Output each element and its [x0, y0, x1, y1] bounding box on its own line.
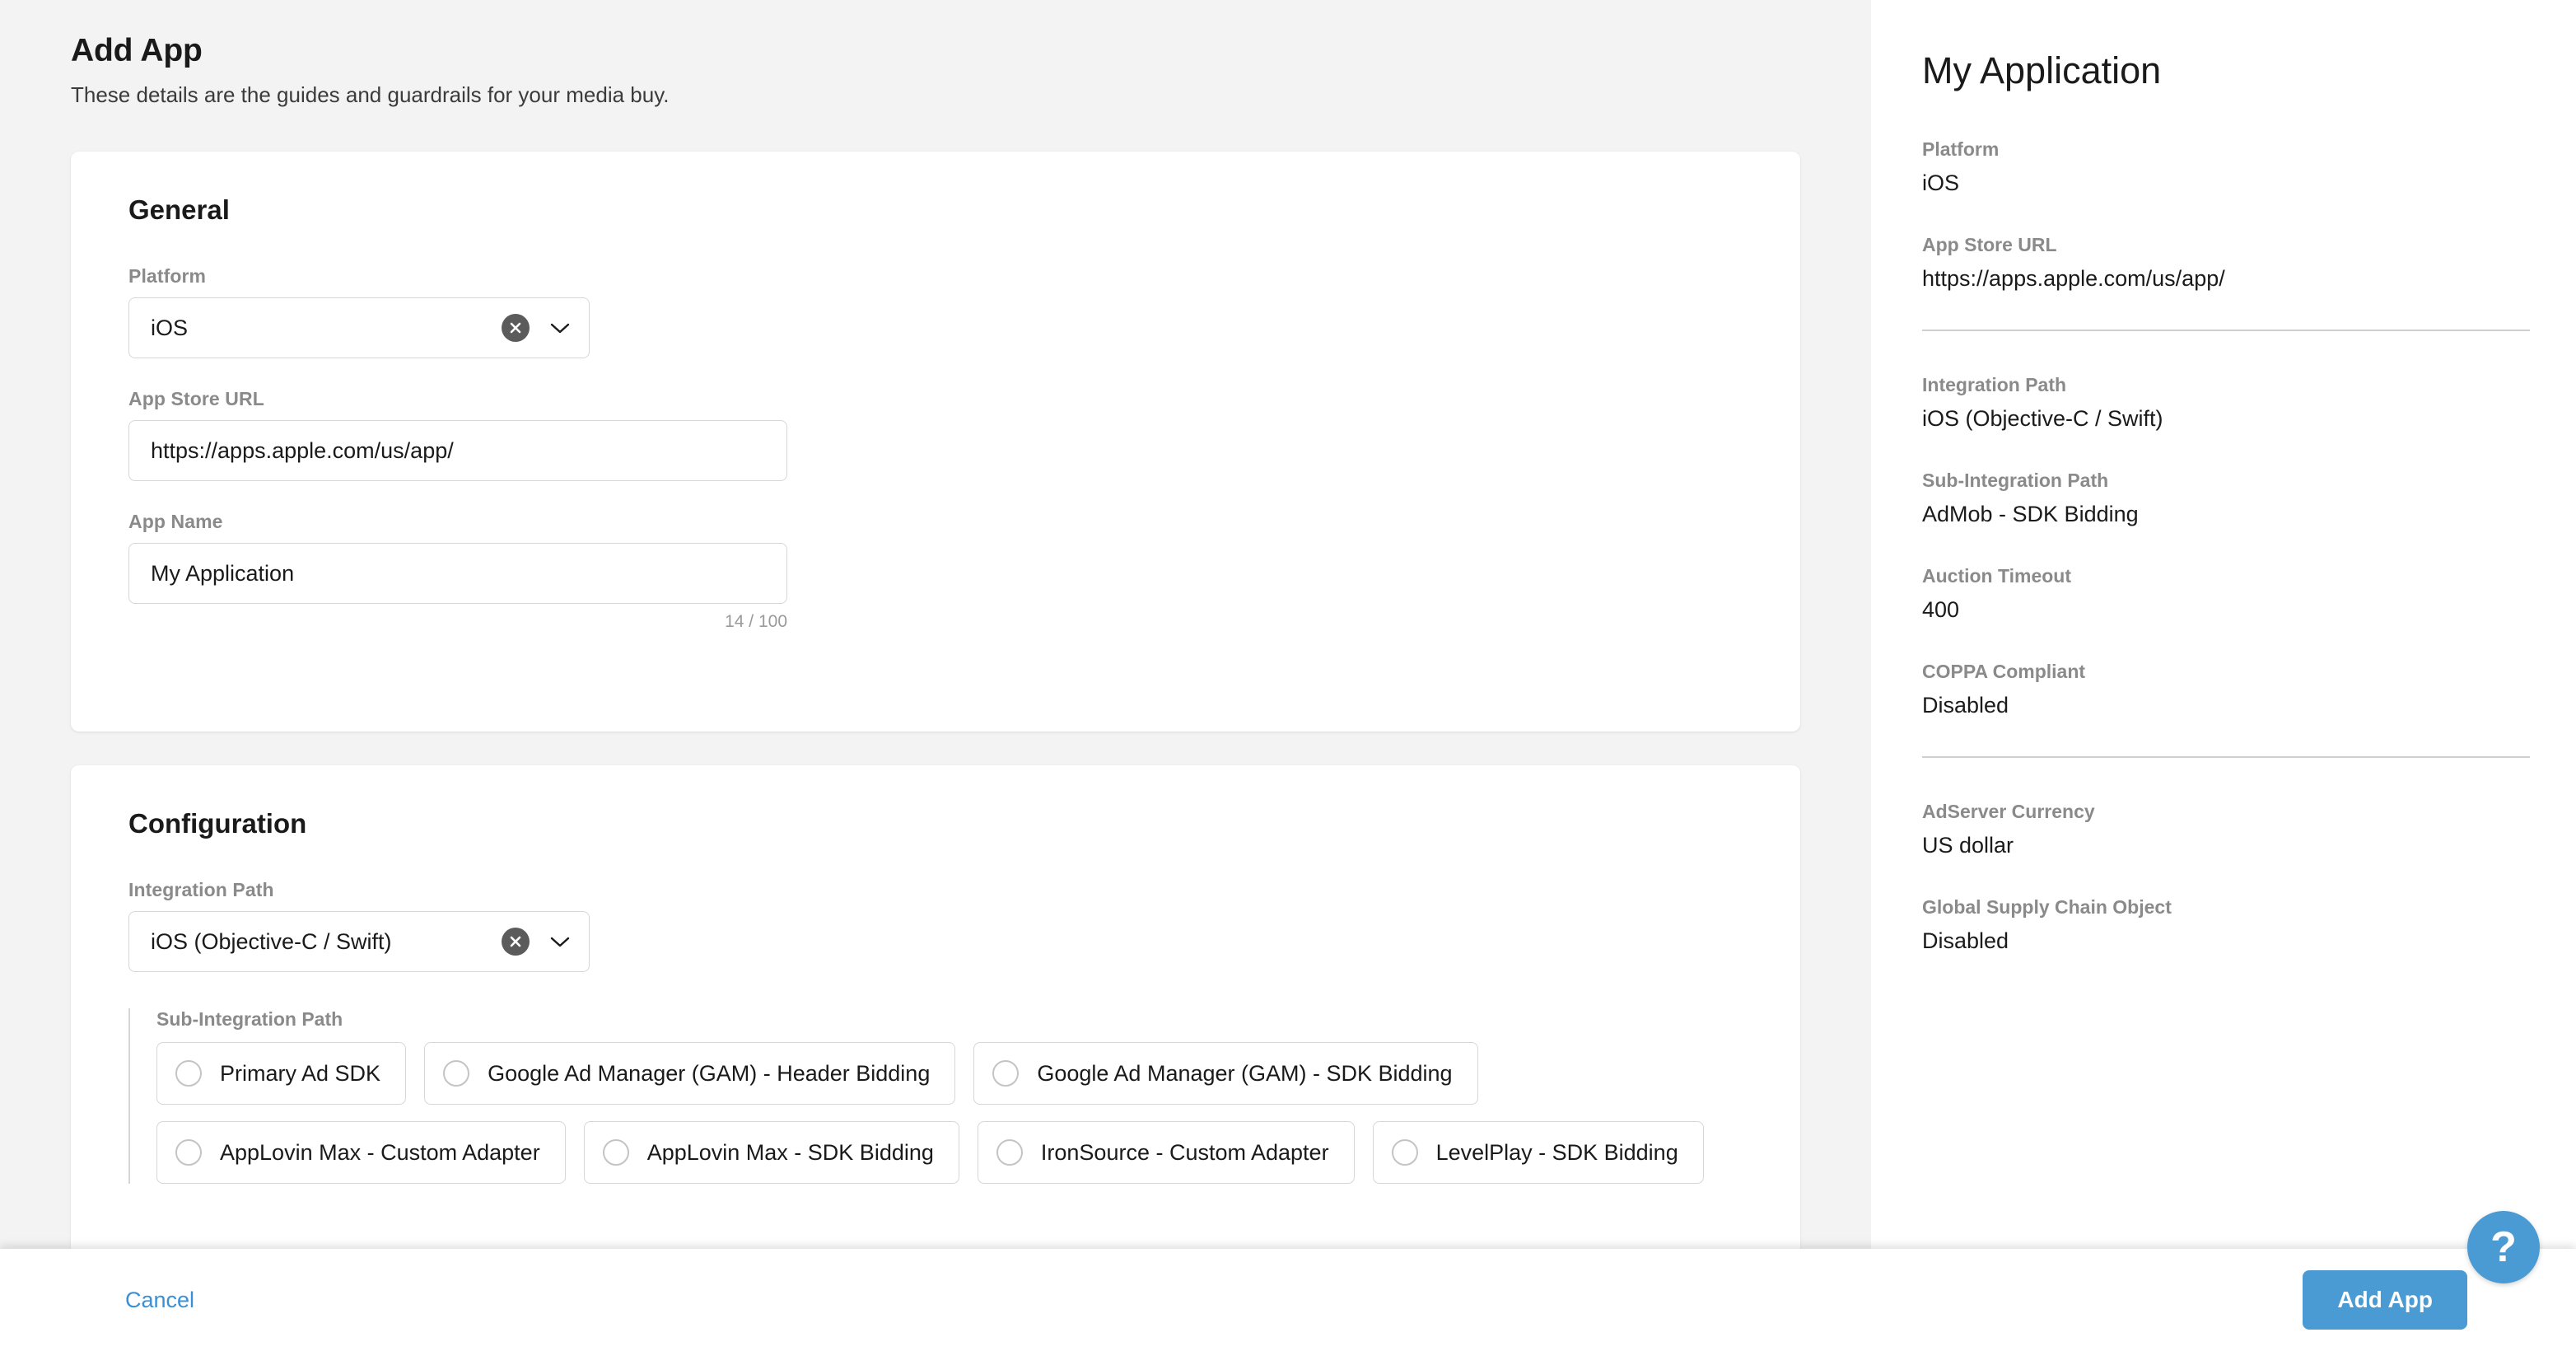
sub-integration-path-group: Sub-Integration Path Primary Ad SDK Googl…	[128, 1008, 1743, 1184]
app-store-url-input[interactable]	[128, 420, 787, 481]
summary-item-key: Platform	[1922, 138, 2000, 160]
summary-divider	[1922, 756, 2530, 758]
radio-circle-icon[interactable]	[996, 1139, 1023, 1166]
summary-item: AdServer Currency US dollar	[1922, 801, 2530, 858]
radio-circle-icon[interactable]	[602, 1139, 629, 1166]
app-store-url-field: App Store URL	[128, 388, 1743, 481]
sub-integration-option[interactable]: LevelPlay - SDK Bidding	[1372, 1121, 1704, 1184]
question-mark-icon[interactable]: ?	[2467, 1211, 2540, 1283]
summary-groups: Platform iOS App Store URL https://apps.app…	[1922, 138, 2530, 954]
sub-integration-path-options: Primary Ad SDK Google Ad Manager (GAM) - …	[156, 1042, 1743, 1184]
summary-panel: My Application Platform iOS App Store URL h…	[1871, 0, 2576, 1249]
sub-integration-option[interactable]: IronSource - Custom Adapter	[977, 1121, 1355, 1184]
radio-circle-icon[interactable]	[443, 1060, 470, 1087]
summary-item: COPPA Compliant Disabled	[1922, 661, 2530, 718]
summary-item-value: https://apps.apple.com/us/app/	[1922, 266, 2225, 291]
general-section-title: General	[128, 194, 230, 225]
form-column: Add App These details are the guides and…	[0, 0, 1871, 1249]
sub-integration-option[interactable]: Google Ad Manager (GAM) - SDK Bidding	[973, 1042, 1478, 1105]
clear-circle-icon[interactable]	[502, 314, 530, 342]
sub-integration-option-label: Google Ad Manager (GAM) - SDK Bidding	[1037, 1060, 1453, 1086]
integration-path-select[interactable]: iOS (Objective-C / Swift)	[128, 911, 590, 972]
app-name-label: App Name	[128, 511, 223, 532]
summary-item-value: AdMob - SDK Bidding	[1922, 502, 2139, 526]
sub-integration-option-label: IronSource - Custom Adapter	[1040, 1139, 1329, 1165]
sub-integration-option-label: AppLovin Max - Custom Adapter	[220, 1139, 540, 1165]
radio-circle-icon[interactable]	[175, 1139, 202, 1166]
integration-path-value: iOS (Objective-C / Swift)	[151, 928, 392, 954]
chevron-down-icon[interactable]	[548, 316, 572, 340]
radio-circle-icon[interactable]	[1391, 1139, 1418, 1166]
page-title: Add App	[71, 33, 203, 68]
configuration-section-title: Configuration	[128, 808, 307, 839]
footer-action-bar: Cancel Add App	[0, 1249, 2576, 1351]
radio-row: AppLovin Max - Custom Adapter AppLovin Ma…	[156, 1121, 1743, 1184]
summary-item-value: Disabled	[1922, 693, 2009, 718]
radio-circle-icon[interactable]	[175, 1060, 202, 1087]
page-header: Add App These details are the guides and…	[0, 0, 1871, 108]
integration-path-field: Integration Path iOS (Objective-C / Swif…	[128, 879, 1743, 972]
clear-circle-icon[interactable]	[502, 928, 530, 956]
app-store-url-label: App Store URL	[128, 388, 264, 409]
sub-integration-option[interactable]: AppLovin Max - SDK Bidding	[583, 1121, 959, 1184]
summary-item: Platform iOS	[1922, 138, 2530, 196]
summary-item: Integration Path iOS (Objective-C / Swift…	[1922, 374, 2530, 432]
sub-integration-option-label: LevelPlay - SDK Bidding	[1435, 1139, 1678, 1165]
sub-integration-option[interactable]: Google Ad Manager (GAM) - Header Bidding	[424, 1042, 956, 1105]
app-name-field: App Name 14 / 100	[128, 511, 1743, 632]
sub-integration-option-label: Primary Ad SDK	[220, 1060, 381, 1086]
platform-value: iOS	[151, 315, 189, 340]
platform-field: Platform iOS	[128, 265, 1743, 358]
configuration-card: Configuration Integration Path iOS (Obje…	[71, 765, 1800, 1249]
general-card: General Platform iOS App Store URL	[71, 152, 1800, 732]
sub-integration-option[interactable]: Primary Ad SDK	[156, 1042, 407, 1105]
platform-label: Platform	[128, 265, 207, 287]
summary-item-value: Disabled	[1922, 928, 2009, 953]
summary-item-key: AdServer Currency	[1922, 801, 2095, 822]
integration-path-label: Integration Path	[128, 879, 274, 900]
cancel-button[interactable]: Cancel	[120, 1279, 199, 1321]
add-app-button[interactable]: Add App	[2303, 1270, 2467, 1330]
summary-item-key: Auction Timeout	[1922, 565, 2072, 587]
summary-item-value: US dollar	[1922, 833, 2014, 858]
summary-item-value: iOS	[1922, 171, 1960, 195]
summary-divider	[1922, 330, 2530, 331]
radio-circle-icon[interactable]	[992, 1060, 1020, 1087]
app-name-char-counter: 14 / 100	[725, 612, 787, 631]
sub-integration-option[interactable]: AppLovin Max - Custom Adapter	[156, 1121, 566, 1184]
summary-item-key: Integration Path	[1922, 374, 2067, 395]
summary-item-key: Global Supply Chain Object	[1922, 896, 2172, 918]
summary-item-value: 400	[1922, 597, 1960, 622]
summary-title: My Application	[1922, 49, 2162, 91]
summary-item: Global Supply Chain Object Disabled	[1922, 896, 2530, 954]
sub-integration-path-label: Sub-Integration Path	[156, 1008, 343, 1030]
summary-item-value: iOS (Objective-C / Swift)	[1922, 406, 2163, 431]
sub-integration-option-label: Google Ad Manager (GAM) - Header Bidding	[488, 1060, 931, 1086]
summary-item-key: App Store URL	[1922, 234, 2057, 255]
summary-item-key: COPPA Compliant	[1922, 661, 2086, 682]
app-name-input[interactable]	[128, 543, 787, 604]
summary-item: App Store URL https://apps.apple.com/us/a…	[1922, 234, 2530, 292]
summary-item: Sub-Integration Path AdMob - SDK Bidding	[1922, 470, 2530, 527]
page-subtitle: These details are the guides and guardra…	[71, 82, 670, 107]
platform-select[interactable]: iOS	[128, 297, 590, 358]
sub-integration-option-label: AppLovin Max - SDK Bidding	[646, 1139, 934, 1165]
chevron-down-icon[interactable]	[548, 929, 572, 954]
summary-item: Auction Timeout 400	[1922, 565, 2530, 623]
summary-item-key: Sub-Integration Path	[1922, 470, 2109, 491]
radio-row: Primary Ad SDK Google Ad Manager (GAM) - …	[156, 1042, 1743, 1105]
